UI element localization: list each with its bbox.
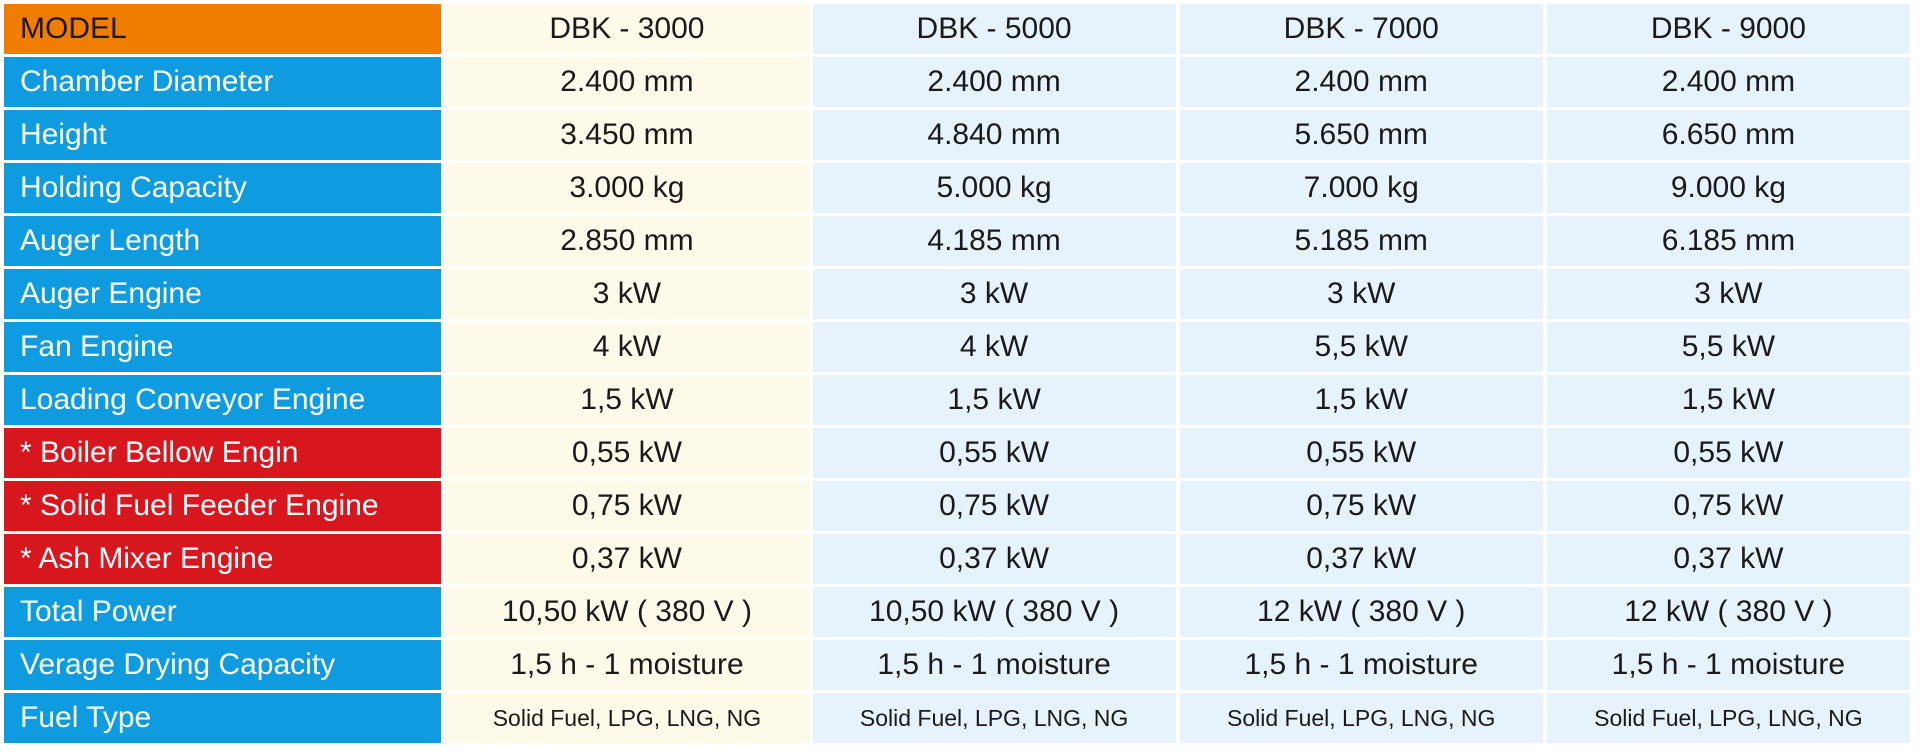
spec-row: * Boiler Bellow Engin 0,55 kW 0,55 kW 0,55 … bbox=[4, 428, 1910, 478]
spec-value: 10,50 kW ( 380 V ) bbox=[812, 587, 1176, 637]
spec-value: 1,5 kW bbox=[1179, 375, 1543, 425]
spec-row: Holding Capacity 3.000 kg 5.000 kg 7.000 kg… bbox=[4, 163, 1910, 213]
spec-value: 4.840 mm bbox=[812, 110, 1176, 160]
spec-value: 4 kW bbox=[812, 322, 1176, 372]
spec-row-label: Auger Length bbox=[4, 216, 442, 266]
spec-value: 0,37 kW bbox=[812, 534, 1176, 584]
spec-value: 0,37 kW bbox=[445, 534, 809, 584]
spec-value: 3.000 kg bbox=[445, 163, 809, 213]
spec-value: 4 kW bbox=[445, 322, 809, 372]
spec-row-label: Total Power bbox=[4, 587, 442, 637]
spec-value: 5,5 kW bbox=[1179, 322, 1543, 372]
spec-value: 0,75 kW bbox=[812, 481, 1176, 531]
spec-value: 3.450 mm bbox=[445, 110, 809, 160]
spec-value: 1,5 kW bbox=[812, 375, 1176, 425]
spec-value: Solid Fuel, LPG, LNG, NG bbox=[1546, 693, 1910, 743]
spec-row-label: * Solid Fuel Feeder Engine bbox=[4, 481, 442, 531]
spec-value: 2.400 mm bbox=[812, 57, 1176, 107]
spec-row: Auger Engine 3 kW 3 kW 3 kW 3 kW bbox=[4, 269, 1910, 319]
spec-value: 5.650 mm bbox=[1179, 110, 1543, 160]
spec-row: Loading Conveyor Engine 1,5 kW 1,5 kW 1,5 k… bbox=[4, 375, 1910, 425]
spec-row-label: Height bbox=[4, 110, 442, 160]
spec-value: Solid Fuel, LPG, LNG, NG bbox=[812, 693, 1176, 743]
spec-table-body: MODEL DBK - 3000 DBK - 5000 DBK - 7000 D… bbox=[4, 4, 1910, 743]
spec-value: 2.400 mm bbox=[1179, 57, 1543, 107]
spec-value: 2.400 mm bbox=[1546, 57, 1910, 107]
spec-row-label: Auger Engine bbox=[4, 269, 442, 319]
spec-value: 9.000 kg bbox=[1546, 163, 1910, 213]
spec-value: 7.000 kg bbox=[1179, 163, 1543, 213]
spec-value: 12 kW ( 380 V ) bbox=[1179, 587, 1543, 637]
spec-row-label: Fan Engine bbox=[4, 322, 442, 372]
spec-row: Chamber Diameter 2.400 mm 2.400 mm 2.400 mm… bbox=[4, 57, 1910, 107]
spec-value: Solid Fuel, LPG, LNG, NG bbox=[445, 693, 809, 743]
spec-value: 1,5 h - 1 moisture bbox=[1546, 640, 1910, 690]
spec-row: Fan Engine 4 kW 4 kW 5,5 kW 5,5 kW bbox=[4, 322, 1910, 372]
model-header: DBK - 9000 bbox=[1546, 4, 1910, 54]
spec-value: 2.850 mm bbox=[445, 216, 809, 266]
spec-value: 5,5 kW bbox=[1546, 322, 1910, 372]
spec-value: 0,75 kW bbox=[445, 481, 809, 531]
model-header: DBK - 3000 bbox=[445, 4, 809, 54]
spec-row-label: Verage Drying Capacity bbox=[4, 640, 442, 690]
spec-row-label: * Ash Mixer Engine bbox=[4, 534, 442, 584]
model-header: DBK - 5000 bbox=[812, 4, 1176, 54]
spec-value: 6.650 mm bbox=[1546, 110, 1910, 160]
spec-row: Fuel Type Solid Fuel, LPG, LNG, NG Solid F… bbox=[4, 693, 1910, 743]
spec-value: 2.400 mm bbox=[445, 57, 809, 107]
spec-value: 1,5 kW bbox=[445, 375, 809, 425]
spec-row: Auger Length 2.850 mm 4.185 mm 5.185 mm 6.18… bbox=[4, 216, 1910, 266]
spec-value: 0,75 kW bbox=[1179, 481, 1543, 531]
spec-value: 5.000 kg bbox=[812, 163, 1176, 213]
spec-value: 0,75 kW bbox=[1546, 481, 1910, 531]
spec-value: 1,5 h - 1 moisture bbox=[1179, 640, 1543, 690]
spec-row-label: Chamber Diameter bbox=[4, 57, 442, 107]
spec-value: 4.185 mm bbox=[812, 216, 1176, 266]
spec-row: Total Power 10,50 kW ( 380 V ) 10,50 kW ( … bbox=[4, 587, 1910, 637]
spec-value: Solid Fuel, LPG, LNG, NG bbox=[1179, 693, 1543, 743]
spec-row-label: * Boiler Bellow Engin bbox=[4, 428, 442, 478]
spec-value: 0,55 kW bbox=[1179, 428, 1543, 478]
spec-value: 3 kW bbox=[812, 269, 1176, 319]
spec-value: 0,37 kW bbox=[1546, 534, 1910, 584]
spec-row-label: Fuel Type bbox=[4, 693, 442, 743]
spec-row: Verage Drying Capacity 1,5 h - 1 moisture… bbox=[4, 640, 1910, 690]
model-header: DBK - 7000 bbox=[1179, 4, 1543, 54]
spec-value: 0,55 kW bbox=[1546, 428, 1910, 478]
spec-value: 3 kW bbox=[1179, 269, 1543, 319]
spec-value: 12 kW ( 380 V ) bbox=[1546, 587, 1910, 637]
spec-value: 3 kW bbox=[1546, 269, 1910, 319]
spec-value: 1,5 kW bbox=[1546, 375, 1910, 425]
spec-value: 3 kW bbox=[445, 269, 809, 319]
spec-row: * Ash Mixer Engine 0,37 kW 0,37 kW 0,37 kW 0… bbox=[4, 534, 1910, 584]
header-label: MODEL bbox=[4, 4, 442, 54]
spec-value: 5.185 mm bbox=[1179, 216, 1543, 266]
spec-value: 0,55 kW bbox=[445, 428, 809, 478]
spec-value: 1,5 h - 1 moisture bbox=[445, 640, 809, 690]
spec-value: 10,50 kW ( 380 V ) bbox=[445, 587, 809, 637]
spec-row: Height 3.450 mm 4.840 mm 5.650 mm 6.650 mm bbox=[4, 110, 1910, 160]
spec-row-label: Holding Capacity bbox=[4, 163, 442, 213]
spec-value: 0,37 kW bbox=[1179, 534, 1543, 584]
spec-value: 0,55 kW bbox=[812, 428, 1176, 478]
spec-value: 1,5 h - 1 moisture bbox=[812, 640, 1176, 690]
spec-value: 6.185 mm bbox=[1546, 216, 1910, 266]
spec-row: * Solid Fuel Feeder Engine 0,75 kW 0,75 kW… bbox=[4, 481, 1910, 531]
spec-row-label: Loading Conveyor Engine bbox=[4, 375, 442, 425]
header-row: MODEL DBK - 3000 DBK - 5000 DBK - 7000 D… bbox=[4, 4, 1910, 54]
